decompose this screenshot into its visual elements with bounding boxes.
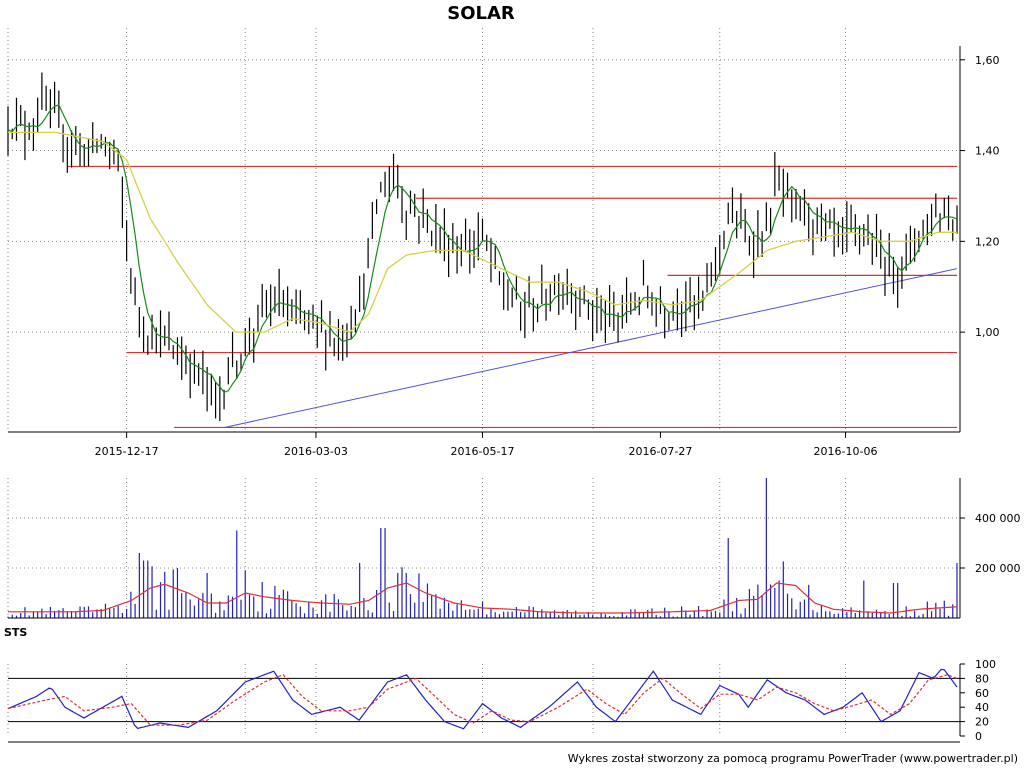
- sts-y-tick-label: 40: [975, 701, 989, 714]
- sts-y-tick-label: 80: [975, 672, 989, 685]
- moving-average-long: [8, 131, 957, 333]
- price-panel: 1,60 1,40 1,20 1,00 2015-12-17 2016-03-03 2016…: [7, 28, 1000, 458]
- moving-average-short: [7, 104, 958, 394]
- sts-panel-title: STS: [4, 626, 27, 639]
- footer-credit: Wykres został stworzony za pomocą progra…: [568, 752, 1018, 765]
- sts-fast-line: [7, 668, 958, 730]
- price-y-tick-label: 1,00: [975, 326, 1000, 339]
- x-tick-label: 2016-10-06: [814, 445, 878, 458]
- x-tick-label: 2016-07-27: [628, 445, 692, 458]
- sts-y-tick-label: 20: [975, 716, 989, 729]
- sts-y-tick-label: 100: [975, 658, 996, 671]
- x-tick-label: 2016-05-17: [451, 445, 515, 458]
- price-y-tick-label: 1,20: [975, 235, 1000, 248]
- volume-panel: 400 000 200 000: [7, 478, 1021, 619]
- chart-title: SOLAR: [447, 3, 515, 24]
- volume-y-tick-label: 200 000: [975, 562, 1021, 575]
- price-y-tick-label: 1,60: [975, 54, 1000, 67]
- volume-y-tick-label: 400 000: [975, 512, 1021, 525]
- x-tick-label: 2015-12-17: [95, 445, 159, 458]
- price-y-tick-label: 1,40: [975, 145, 1000, 158]
- x-tick-label: 2016-03-03: [284, 445, 348, 458]
- sts-y-tick-label: 0: [975, 730, 982, 743]
- volume-average-line: [8, 582, 958, 614]
- trend-line: [224, 268, 958, 428]
- sts-slow-line: [7, 674, 958, 726]
- sts-y-tick-label: 60: [975, 687, 989, 700]
